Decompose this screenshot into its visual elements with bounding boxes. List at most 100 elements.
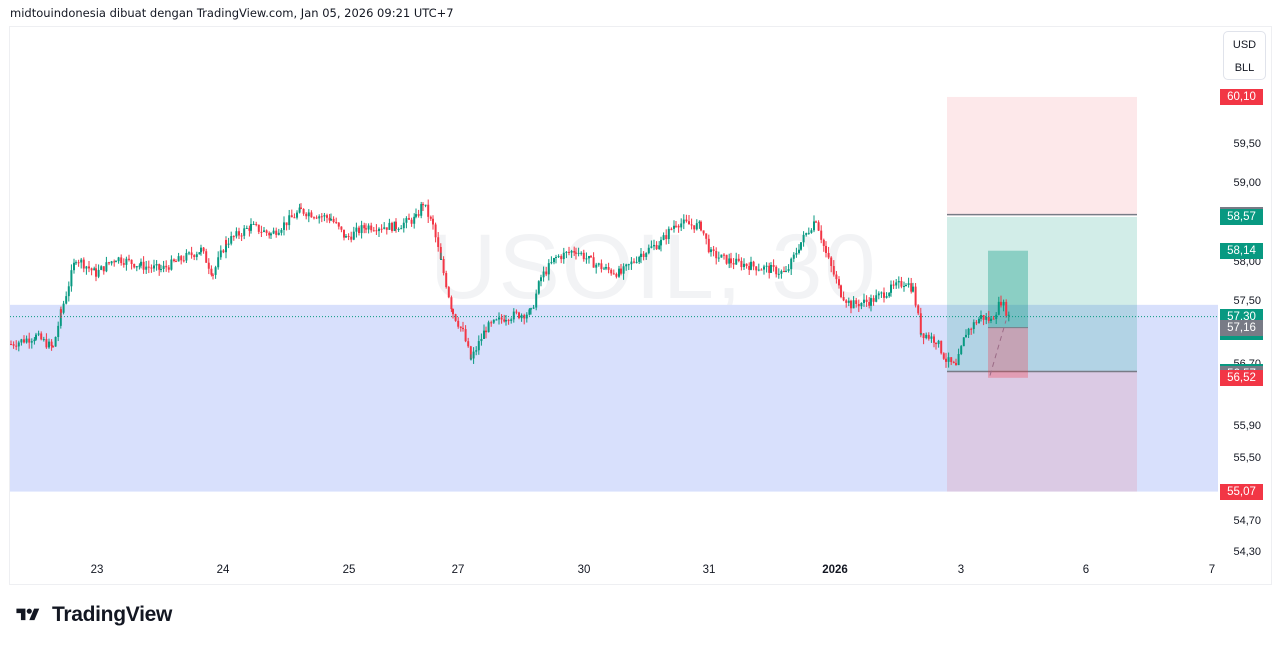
candle — [272, 230, 275, 234]
candle — [680, 223, 683, 228]
candle — [300, 207, 302, 209]
candle — [792, 254, 795, 259]
candle — [427, 204, 430, 217]
candle — [872, 298, 875, 302]
candle — [372, 230, 375, 232]
candle — [642, 253, 645, 257]
candle — [590, 256, 592, 258]
candle — [830, 257, 833, 267]
candle — [248, 227, 251, 231]
candle — [653, 244, 655, 247]
candle — [942, 353, 945, 359]
candle — [42, 339, 45, 341]
candle — [907, 283, 910, 285]
tradingview-logo[interactable]: TradingView — [10, 603, 172, 627]
candle — [945, 358, 947, 362]
candle — [615, 273, 618, 277]
candle — [75, 262, 77, 264]
candle — [459, 326, 462, 328]
candle — [235, 231, 238, 237]
position-target-zone[interactable] — [947, 216, 1137, 372]
candle — [145, 266, 148, 270]
candle — [50, 341, 53, 347]
candle — [155, 264, 158, 266]
candle — [125, 258, 128, 265]
candle — [207, 262, 210, 269]
candle — [337, 222, 340, 227]
candle — [30, 341, 33, 343]
candle — [65, 296, 68, 304]
candle — [393, 221, 396, 231]
candle — [760, 269, 763, 271]
upper-risk-zone[interactable] — [947, 96, 1137, 215]
candle — [200, 247, 202, 253]
candle — [352, 231, 355, 240]
candle — [158, 264, 161, 270]
candle — [777, 273, 780, 275]
candle — [355, 227, 358, 232]
candle — [883, 292, 885, 298]
candle — [635, 261, 638, 263]
candle — [450, 297, 453, 310]
candle — [480, 338, 483, 342]
candle — [542, 271, 545, 278]
candle — [900, 280, 903, 287]
candle — [662, 235, 665, 240]
chart-plot-area[interactable]: USOIL, 30 CFD pada Minyak Mentah WTI — [10, 27, 1218, 557]
candle — [82, 259, 85, 269]
symbol-watermark: USOIL, 30 — [430, 216, 878, 318]
support-zone[interactable] — [10, 304, 1218, 492]
candle — [462, 327, 464, 330]
candle — [620, 268, 622, 274]
candle — [40, 333, 43, 340]
candle — [198, 252, 201, 255]
candle — [673, 225, 675, 229]
candle — [565, 251, 568, 253]
price-tick: 59,50 — [1233, 138, 1261, 150]
candle — [982, 315, 985, 320]
candle — [995, 314, 998, 320]
candle — [610, 269, 613, 274]
candle — [582, 252, 585, 260]
candle — [160, 269, 162, 271]
candle — [802, 234, 805, 243]
candle — [280, 229, 283, 233]
candle — [162, 265, 165, 270]
candle — [895, 282, 898, 286]
time-axis[interactable]: 23 24 25 27 30 31 2026 3 6 7 — [10, 557, 1218, 585]
price-axis[interactable]: 59,5059,0058,0057,5056,7055,9055,5054,70… — [1218, 27, 1271, 584]
candle — [467, 341, 470, 347]
candle — [712, 249, 715, 252]
candlestick-chart[interactable] — [10, 27, 1218, 557]
candle — [413, 216, 416, 224]
candle — [838, 279, 840, 286]
candle — [647, 247, 650, 254]
chart-attribution: midtouindonesia dibuat dengan TradingVie… — [10, 6, 454, 20]
candle — [557, 256, 560, 258]
inner-position-stop[interactable] — [988, 327, 1028, 378]
candle — [595, 264, 598, 268]
time-tick: 25 — [342, 564, 356, 576]
position-stop-zone[interactable] — [947, 371, 1137, 492]
candle — [725, 254, 728, 264]
candle — [185, 252, 188, 261]
candle — [110, 261, 113, 264]
candle — [917, 305, 920, 314]
candle — [605, 267, 607, 269]
candle — [670, 228, 673, 230]
candle — [737, 258, 740, 261]
candle — [880, 292, 883, 294]
candle — [892, 284, 895, 286]
candle — [717, 257, 720, 259]
candle — [363, 225, 366, 229]
candle — [622, 266, 625, 274]
candle — [117, 257, 120, 262]
currency-unit-box[interactable]: USD BLL — [1223, 31, 1266, 80]
candle — [523, 315, 526, 319]
candle — [570, 251, 573, 253]
candle — [105, 262, 108, 272]
candle — [135, 266, 138, 268]
candle — [919, 313, 922, 335]
candle — [903, 286, 905, 288]
candle — [852, 300, 855, 309]
